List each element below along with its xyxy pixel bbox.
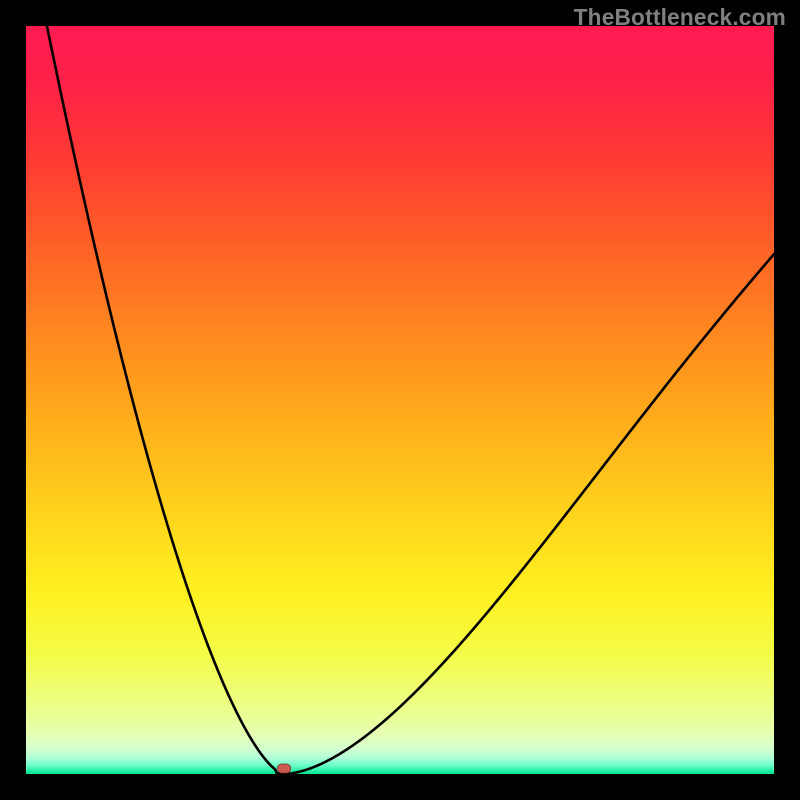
- bottleneck-chart: [0, 0, 800, 800]
- gradient-background: [26, 26, 774, 774]
- optimum-marker: [278, 764, 291, 773]
- chart-stage: TheBottleneck.com: [0, 0, 800, 800]
